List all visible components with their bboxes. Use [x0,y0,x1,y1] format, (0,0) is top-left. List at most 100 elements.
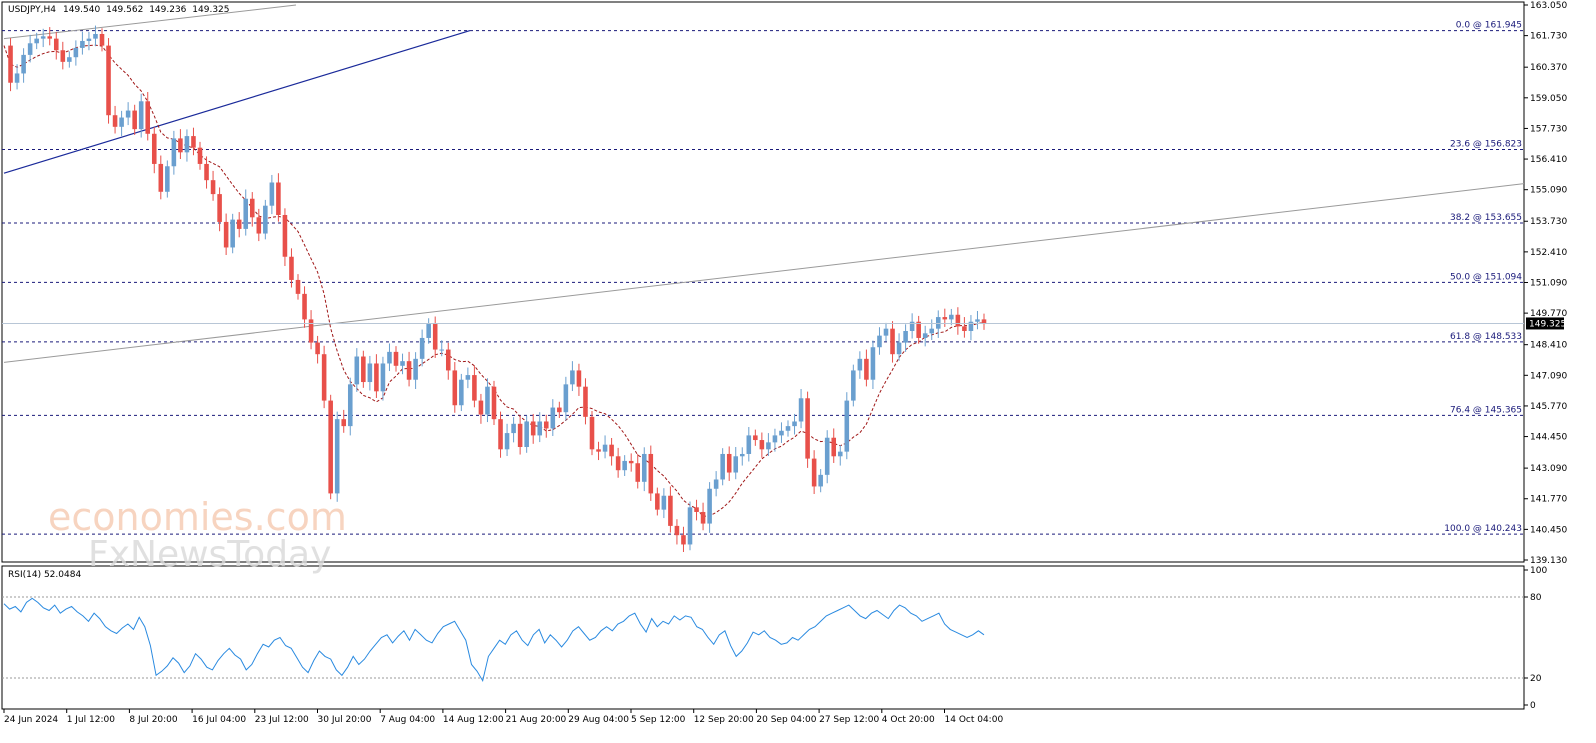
candle [86,31,92,51]
fib-level-label: 23.6 @ 156.823 [1450,139,1522,149]
candle [263,199,268,240]
candle [798,388,804,429]
candle [746,426,752,462]
price-tick-label: 155.090 [1530,186,1567,196]
candle [145,92,151,141]
candle [302,286,307,328]
candle [197,141,203,170]
candle [289,248,294,288]
candle [739,447,745,466]
candle [504,423,510,456]
candle [138,93,144,138]
candle [622,455,627,477]
candle [230,213,235,254]
candles [8,25,987,552]
candle [922,325,928,347]
candle [759,432,765,458]
candle [459,373,464,412]
time-tick-label: 20 Sep 04:00 [756,715,816,725]
candle [916,315,921,344]
time-tick-label: 4 Oct 20:00 [882,715,935,725]
candle [570,361,575,392]
candle [249,192,255,227]
candle [99,28,105,52]
candle [772,428,778,452]
price-tick-label: 140.450 [1530,525,1567,535]
candle [824,430,830,484]
candle [465,367,471,389]
candle [687,501,693,551]
candle [831,428,837,463]
candle [805,391,810,468]
fib-level-label: 50.0 @ 151.094 [1450,272,1522,282]
candle [668,486,673,533]
candle [191,127,196,156]
candle [726,446,732,481]
candle [498,411,503,458]
candle [478,393,484,424]
price-tick-label: 161.730 [1530,32,1567,42]
candle [151,127,157,174]
price-tick-label: 151.090 [1530,279,1567,289]
candle [132,104,137,135]
candle [256,208,262,242]
candle [602,435,608,459]
candle [949,308,954,326]
candle [374,354,379,398]
candle [419,329,425,367]
price-tick-label: 163.050 [1530,1,1567,11]
time-tick-label: 23 Jul 12:00 [255,715,309,725]
rsi-tick-label: 80 [1530,593,1542,603]
rsi-indicator: 100 80 20 0 [2,566,1547,711]
candle [707,482,712,533]
candle [648,445,654,501]
price-axis: 163.050 161.730 160.370 159.050 157.730 156.4… [2,1,1567,566]
rsi-tick-label: 100 [1530,566,1547,576]
symbol-label: USDJPY,H4 [8,5,56,15]
candle [818,469,823,493]
rsi-pane-frame [1,565,1525,710]
candle [406,351,412,387]
candle [184,129,190,162]
candle [779,422,784,443]
candle [844,392,850,460]
candle [158,155,164,200]
ohlc-low: 149.236 [149,5,186,15]
candle [962,317,967,338]
fib-level-label: 100.0 @ 140.243 [1444,524,1522,534]
fib-level-label: 38.2 @ 153.655 [1450,213,1522,223]
trendlines [3,4,1525,363]
candle [243,189,249,236]
time-tick-label: 24 Jun 2024 [4,715,58,725]
candle [393,346,399,372]
candle [864,349,869,387]
price-tick-label: 153.730 [1530,217,1567,227]
candle [596,441,601,461]
candle [641,447,647,492]
candle [720,448,725,486]
candle [661,488,667,519]
trendline-gray-lower [3,183,1525,363]
candle [315,335,320,364]
candle [870,340,876,389]
trendline-gray-upper [3,4,297,40]
candle [792,413,797,435]
rsi-tick-label: 20 [1530,674,1542,684]
candle [8,38,13,92]
time-tick-label: 30 Jul 20:00 [318,715,372,725]
time-tick-label: 27 Sep 12:00 [819,715,879,725]
price-tick-label: 139.130 [1530,556,1567,566]
candle [583,378,588,425]
candle [655,487,660,516]
candle [713,471,719,497]
candle [485,378,490,423]
watermark-logo: economies.com FxNewsToday [48,495,347,575]
candle [975,310,980,330]
time-tick-label: 21 Aug 20:00 [506,715,567,725]
fib-level-label: 61.8 @ 148.533 [1450,332,1522,342]
candle [334,411,340,502]
candle [890,321,895,363]
candle [40,28,46,48]
candle [321,345,327,409]
candle [517,415,523,455]
